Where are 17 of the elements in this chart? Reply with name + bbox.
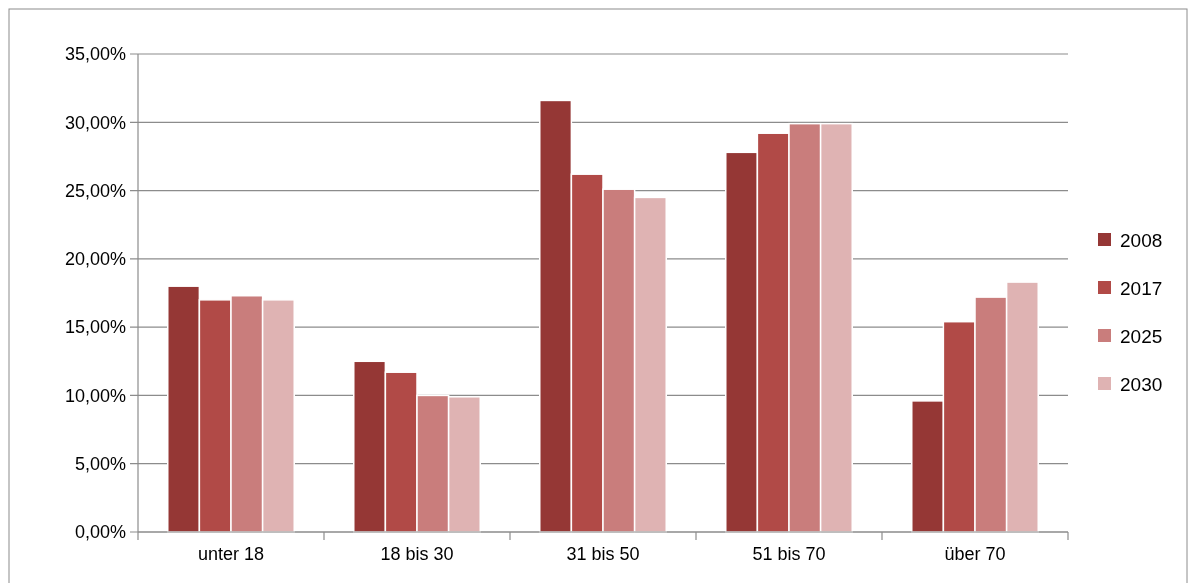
y-tick-label: 35,00% <box>64 44 126 65</box>
legend-label: 2030 <box>1120 373 1163 395</box>
legend-label: 2025 <box>1120 325 1163 347</box>
x-tick-label: über 70 <box>944 544 1006 564</box>
x-tick-label: 18 bis 30 <box>380 544 454 564</box>
y-tick-label: 15,00% <box>64 317 126 338</box>
y-tick-label: 25,00% <box>64 180 126 201</box>
y-tick-label: 20,00% <box>64 249 126 270</box>
x-tick-label: 31 bis 50 <box>566 544 640 564</box>
legend-label: 2008 <box>1120 229 1163 251</box>
y-tick-label: 5,00% <box>74 454 126 475</box>
y-tick-label: 0,00% <box>74 522 126 543</box>
legend-label: 2017 <box>1120 277 1163 299</box>
x-tick-label: unter 18 <box>197 544 265 564</box>
y-tick-label: 30,00% <box>64 112 126 133</box>
x-tick-label: 51 bis 70 <box>752 544 826 564</box>
y-tick-label: 10,00% <box>64 385 126 406</box>
